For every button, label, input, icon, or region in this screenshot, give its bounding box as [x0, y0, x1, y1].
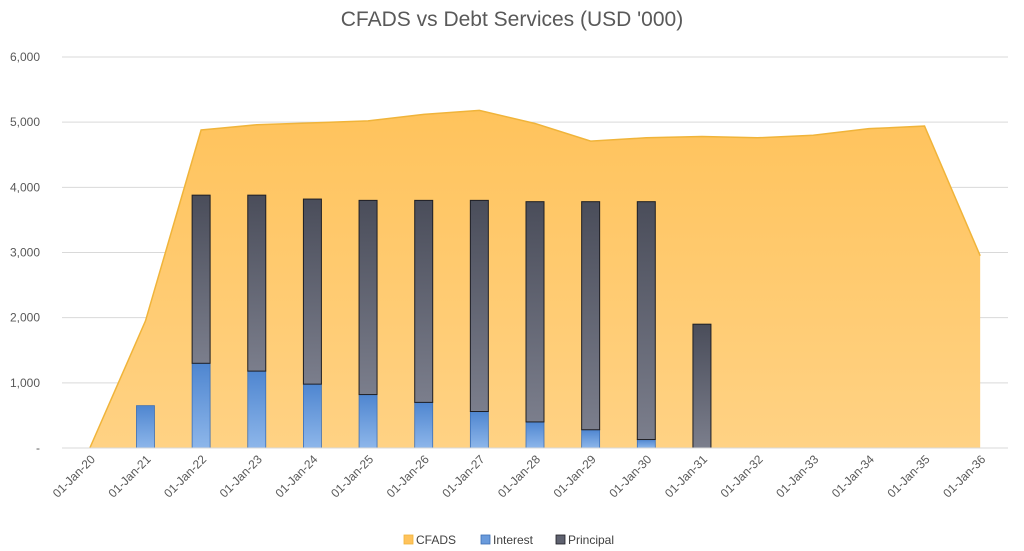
y-tick-label: 5,000: [10, 115, 40, 129]
y-tick-label: 1,000: [10, 376, 40, 390]
interest-bar: [191, 362, 211, 449]
principal-bar: [302, 198, 322, 385]
interest-bar: [303, 383, 322, 449]
interest-bar: [469, 411, 489, 449]
principal-bar: [525, 201, 545, 423]
x-tick-label: 01-Jan-28: [495, 452, 543, 500]
x-tick-label: 01-Jan-26: [384, 452, 432, 500]
x-tick-label: 01-Jan-21: [105, 452, 153, 500]
legend-swatch-principal: [555, 534, 566, 545]
interest-bar: [581, 429, 601, 449]
cfads-line: [89, 109, 981, 449]
x-tick-label: 01-Jan-33: [773, 452, 821, 500]
principal-bar: [469, 199, 489, 413]
x-tick-label: 01-Jan-36: [940, 452, 988, 500]
principal-bar: [692, 323, 712, 449]
principal-bar: [581, 201, 601, 431]
legend: CFADS Interest Principal: [403, 533, 614, 547]
legend-label-interest: Interest: [493, 533, 534, 547]
y-tick-label: -: [36, 441, 40, 455]
x-tick-label: 01-Jan-31: [662, 452, 710, 500]
y-tick-label: 4,000: [10, 180, 40, 194]
x-tick-label: 01-Jan-32: [718, 452, 766, 500]
x-tick-label: 01-Jan-22: [161, 452, 209, 500]
x-tick-label: 01-Jan-20: [50, 452, 98, 500]
legend-swatch-interest: [480, 534, 491, 545]
x-tick-label: 01-Jan-35: [885, 452, 933, 500]
legend-label-principal: Principal: [568, 533, 614, 547]
principal-bar: [247, 194, 267, 372]
legend-label-cfads: CFADS: [416, 533, 456, 547]
interest-bar: [136, 405, 155, 449]
interest-bar: [247, 370, 267, 449]
principal-bar: [636, 201, 656, 441]
principal-bar: [414, 199, 434, 403]
x-tick-label: 01-Jan-24: [272, 452, 320, 500]
y-tick-label: 3,000: [10, 246, 40, 260]
interest-bar: [636, 439, 656, 449]
x-tick-label: 01-Jan-27: [439, 452, 487, 500]
y-tick-label: 2,000: [10, 311, 40, 325]
chart-title: CFADS vs Debt Services (USD '000): [340, 8, 684, 31]
principal-bar: [191, 194, 211, 364]
principal-bar: [358, 199, 378, 396]
debt-bars-layer: [136, 194, 712, 449]
x-tick-label: 01-Jan-25: [328, 452, 376, 500]
x-tick-label: 01-Jan-34: [829, 452, 877, 500]
interest-bar: [525, 421, 545, 449]
interest-bar: [358, 394, 378, 449]
x-tick-label: 01-Jan-23: [217, 452, 265, 500]
x-tick-label: 01-Jan-30: [606, 452, 654, 500]
interest-bar: [414, 401, 434, 449]
y-tick-label: 6,000: [10, 50, 40, 64]
x-tick-label: 01-Jan-29: [551, 452, 599, 500]
legend-swatch-cfads: [403, 534, 414, 545]
